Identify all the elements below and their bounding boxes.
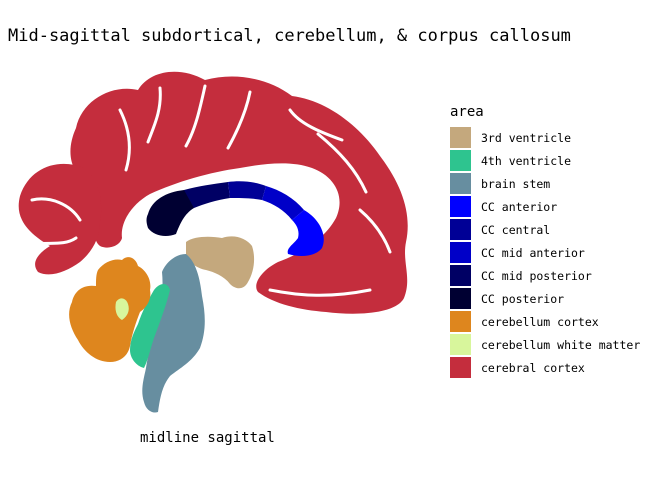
legend-item: CC posterior [450, 287, 640, 310]
sulcus-line [358, 208, 392, 254]
legend-label: CC mid posterior [481, 268, 592, 283]
legend-item: cerebellum white matter [450, 333, 640, 356]
legend-swatch [450, 288, 471, 309]
sulcus-line [316, 132, 368, 194]
legend-item: cerebral cortex [450, 356, 640, 379]
legend-swatch [450, 242, 471, 263]
region-cerebral-cortex [18, 71, 408, 314]
legend-swatch [450, 334, 471, 355]
legend-item: brain stem [450, 172, 640, 195]
region-corpus-callosum [146, 181, 324, 256]
sulcus-line [34, 236, 78, 246]
region-brain-stem [142, 254, 205, 413]
legend-item: CC anterior [450, 195, 640, 218]
legend-item: CC mid anterior [450, 241, 640, 264]
diagram-caption: midline sagittal [140, 430, 275, 446]
legend-label: CC posterior [481, 291, 565, 306]
legend-swatch [450, 219, 471, 240]
sulcus-line [288, 108, 344, 142]
region-4th-ventricle [130, 284, 170, 368]
cc-mid-posterior-shape [184, 182, 230, 208]
region-3rd-ventricle [186, 236, 255, 289]
legend-item: 4th ventricle [450, 149, 640, 172]
legend-item: CC mid posterior [450, 264, 640, 287]
legend-title: area [450, 104, 484, 120]
legend-item: CC central [450, 218, 640, 241]
legend-label: brain stem [481, 176, 551, 191]
legend-label: 4th ventricle [481, 153, 572, 168]
sulcus-line [184, 84, 207, 148]
legend-swatch [450, 311, 471, 332]
sulcus-line [146, 86, 162, 144]
legend-label: 3rd ventricle [481, 130, 572, 145]
cc-anterior-shape [287, 210, 324, 256]
legend-item: 3rd ventricle [450, 126, 640, 149]
cc-mid-anterior-shape [262, 186, 304, 220]
legend-label: CC anterior [481, 199, 558, 214]
legend-label: CC mid anterior [481, 245, 585, 260]
region-cerebellum-white-matter [115, 298, 129, 320]
legend: area 3rd ventricle 4th ventricle brain s… [450, 104, 640, 379]
legend-label: cerebellum white matter [481, 337, 641, 352]
cc-central-shape [228, 181, 266, 200]
legend-swatch [450, 173, 471, 194]
sulcus-line [30, 197, 82, 222]
sulcus-line [268, 288, 372, 297]
diagram-title: Mid-sagittal subdortical, cerebellum, & … [8, 26, 571, 46]
legend-label: CC central [481, 222, 551, 237]
region-cerebellum-cortex [69, 257, 151, 362]
cc-posterior-shape [146, 190, 194, 236]
legend-swatch [450, 150, 471, 171]
legend-item: cerebellum cortex [450, 310, 640, 333]
brain-diagram [18, 71, 408, 413]
legend-swatch [450, 357, 471, 378]
legend-label: cerebral cortex [481, 360, 585, 375]
legend-swatch [450, 127, 471, 148]
cerebral-cortex-occipital [18, 163, 102, 275]
legend-label: cerebellum cortex [481, 314, 599, 329]
sulcus-line [118, 108, 131, 172]
legend-swatch [450, 196, 471, 217]
legend-swatch [450, 265, 471, 286]
sulcus-line [226, 90, 252, 150]
